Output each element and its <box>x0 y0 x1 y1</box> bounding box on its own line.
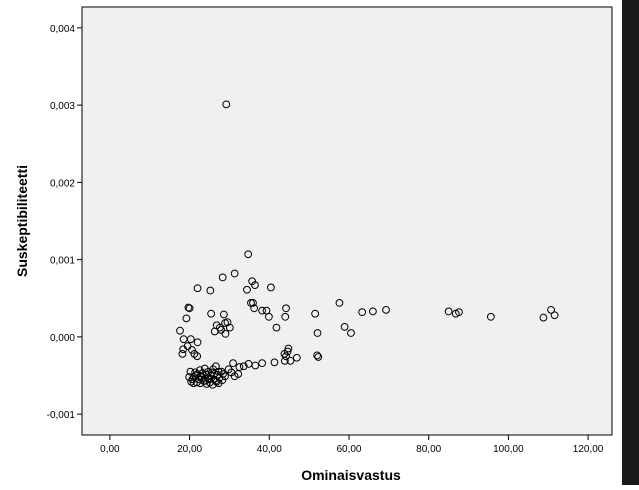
data-point <box>335 298 344 307</box>
plot-area <box>81 6 613 436</box>
x-tick-label: 0,00 <box>100 444 120 455</box>
data-point <box>239 362 248 371</box>
data-point <box>258 359 267 368</box>
x-tick-label: 40,00 <box>257 444 282 455</box>
data-point <box>196 372 205 381</box>
data-point <box>191 368 200 377</box>
data-point <box>280 356 289 365</box>
y-tick-label: 0,001 <box>50 256 75 267</box>
data-point <box>284 344 293 353</box>
data-point <box>550 311 559 320</box>
data-point <box>221 319 229 327</box>
data-point <box>214 379 223 388</box>
data-point <box>221 329 230 338</box>
data-point <box>178 349 187 358</box>
data-points <box>176 100 559 389</box>
y-tick-label: 0,004 <box>50 24 75 35</box>
data-point <box>230 269 239 278</box>
data-point <box>272 323 281 332</box>
data-point <box>210 370 219 378</box>
data-point <box>230 372 239 381</box>
data-point <box>444 307 453 316</box>
data-point <box>282 304 290 313</box>
data-point <box>282 352 290 361</box>
data-point <box>193 284 202 293</box>
data-point <box>248 277 257 286</box>
data-point <box>369 307 377 316</box>
data-point <box>347 329 355 337</box>
y-axis-label: Suskeptibiliteetti <box>14 165 30 277</box>
data-point <box>188 346 196 354</box>
data-point <box>264 312 273 321</box>
data-point <box>251 281 259 290</box>
x-tick-label: 100,00 <box>493 444 524 455</box>
data-point <box>193 338 202 347</box>
data-point <box>281 312 290 321</box>
x-axis: 0,00 20,00 40,00 60,00 80,00 100,00 120,00 <box>100 435 604 455</box>
data-point <box>207 309 216 318</box>
window-edge <box>622 0 639 485</box>
data-point <box>243 285 251 294</box>
data-point <box>539 313 548 322</box>
data-point <box>219 310 228 319</box>
x-tick-label: 120,00 <box>573 444 604 455</box>
data-point <box>314 353 323 361</box>
data-point <box>206 286 215 295</box>
data-point <box>547 305 555 314</box>
data-point <box>218 273 227 282</box>
data-point <box>182 314 191 323</box>
y-tick-label: 0,003 <box>50 101 75 112</box>
data-point <box>340 322 349 331</box>
data-point <box>486 312 495 321</box>
data-point <box>193 352 202 361</box>
data-point <box>250 304 259 313</box>
data-point <box>313 351 322 360</box>
data-point <box>313 329 322 337</box>
x-tick-label: 60,00 <box>336 444 361 455</box>
x-axis-label: Ominaisvastus <box>301 467 401 483</box>
data-point <box>292 353 301 362</box>
data-point <box>258 306 267 315</box>
y-tick-label: 0,000 <box>50 333 75 344</box>
data-point <box>266 283 275 292</box>
data-point <box>225 323 234 332</box>
data-point <box>185 304 194 313</box>
x-tick-label: 80,00 <box>416 444 441 455</box>
data-point <box>205 375 214 384</box>
data-point <box>184 303 193 312</box>
data-point <box>358 308 367 317</box>
data-point <box>176 326 184 335</box>
y-tick-label: -0,001 <box>47 410 76 421</box>
data-point <box>208 380 217 389</box>
data-point <box>222 100 231 109</box>
x-tick-label: 20,00 <box>177 444 202 455</box>
data-point <box>186 335 195 344</box>
data-point <box>382 305 390 314</box>
data-point <box>186 367 195 376</box>
data-point <box>311 309 320 318</box>
data-point <box>244 360 253 368</box>
data-point <box>270 358 279 367</box>
data-point <box>249 298 257 307</box>
data-point <box>179 345 188 354</box>
y-tick-label: 0,002 <box>50 178 75 189</box>
data-point <box>210 327 219 336</box>
data-point <box>455 308 463 317</box>
data-point <box>229 359 237 368</box>
data-point <box>217 367 226 376</box>
data-point <box>244 250 253 259</box>
y-axis: -0,001 0,000 0,001 0,002 0,003 0,004 <box>47 24 82 421</box>
data-point <box>286 356 295 365</box>
